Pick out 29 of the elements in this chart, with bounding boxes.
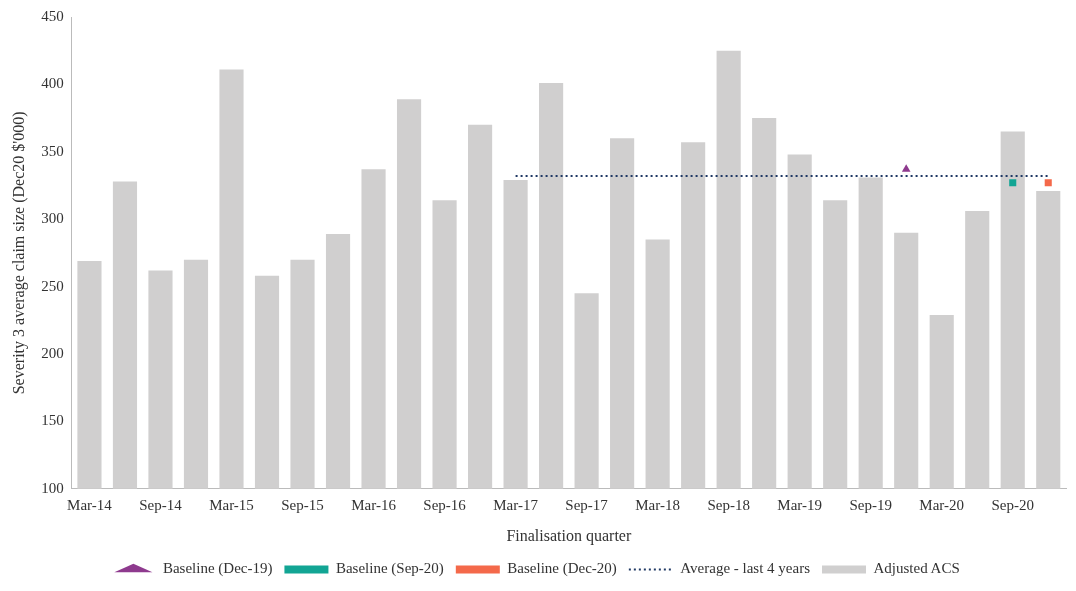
x-tick-label: Mar-19 [777,496,823,513]
y-tick-label: 350 [41,142,64,159]
legend-label: Baseline (Dec-20) [507,560,617,578]
legend-label: Average - last 4 years [680,560,811,577]
x-tick-label: Sep-17 [565,496,609,513]
x-tick-label: Sep-16 [423,496,467,513]
x-tick-label: Mar-17 [493,496,539,513]
x-tick-label: Sep-19 [849,496,892,513]
legend-label: Adjusted ACS [873,560,960,577]
y-tick-label: 400 [41,75,64,92]
x-tick-label: Sep-18 [707,496,750,513]
y-tick-label: 100 [41,479,64,496]
x-axis-title: Finalisation quarter [506,526,632,545]
legend-label: Baseline (Dec-19) [162,560,273,578]
y-tick-label: 200 [41,344,64,361]
x-tick-label: Sep-15 [281,496,324,513]
x-tick-label: Mar-14 [67,496,113,513]
x-tick-label: Mar-20 [919,496,965,513]
y-tick-label: 250 [41,277,64,294]
x-tick-label: Sep-14 [139,496,183,513]
x-tick-label: Mar-18 [635,496,680,513]
legend-label: Baseline (Sep-20) [335,560,444,578]
y-tick-label: 450 [41,7,64,24]
y-tick-label: 150 [41,412,64,429]
y-axis-title: Severity 3 average claim size (Dec20 $'000) [9,111,28,395]
x-tick-label: Sep-20 [991,496,1034,513]
x-tick-label: Mar-16 [351,496,397,513]
x-tick-label: Mar-15 [209,496,254,513]
y-tick-label: 300 [41,210,64,227]
